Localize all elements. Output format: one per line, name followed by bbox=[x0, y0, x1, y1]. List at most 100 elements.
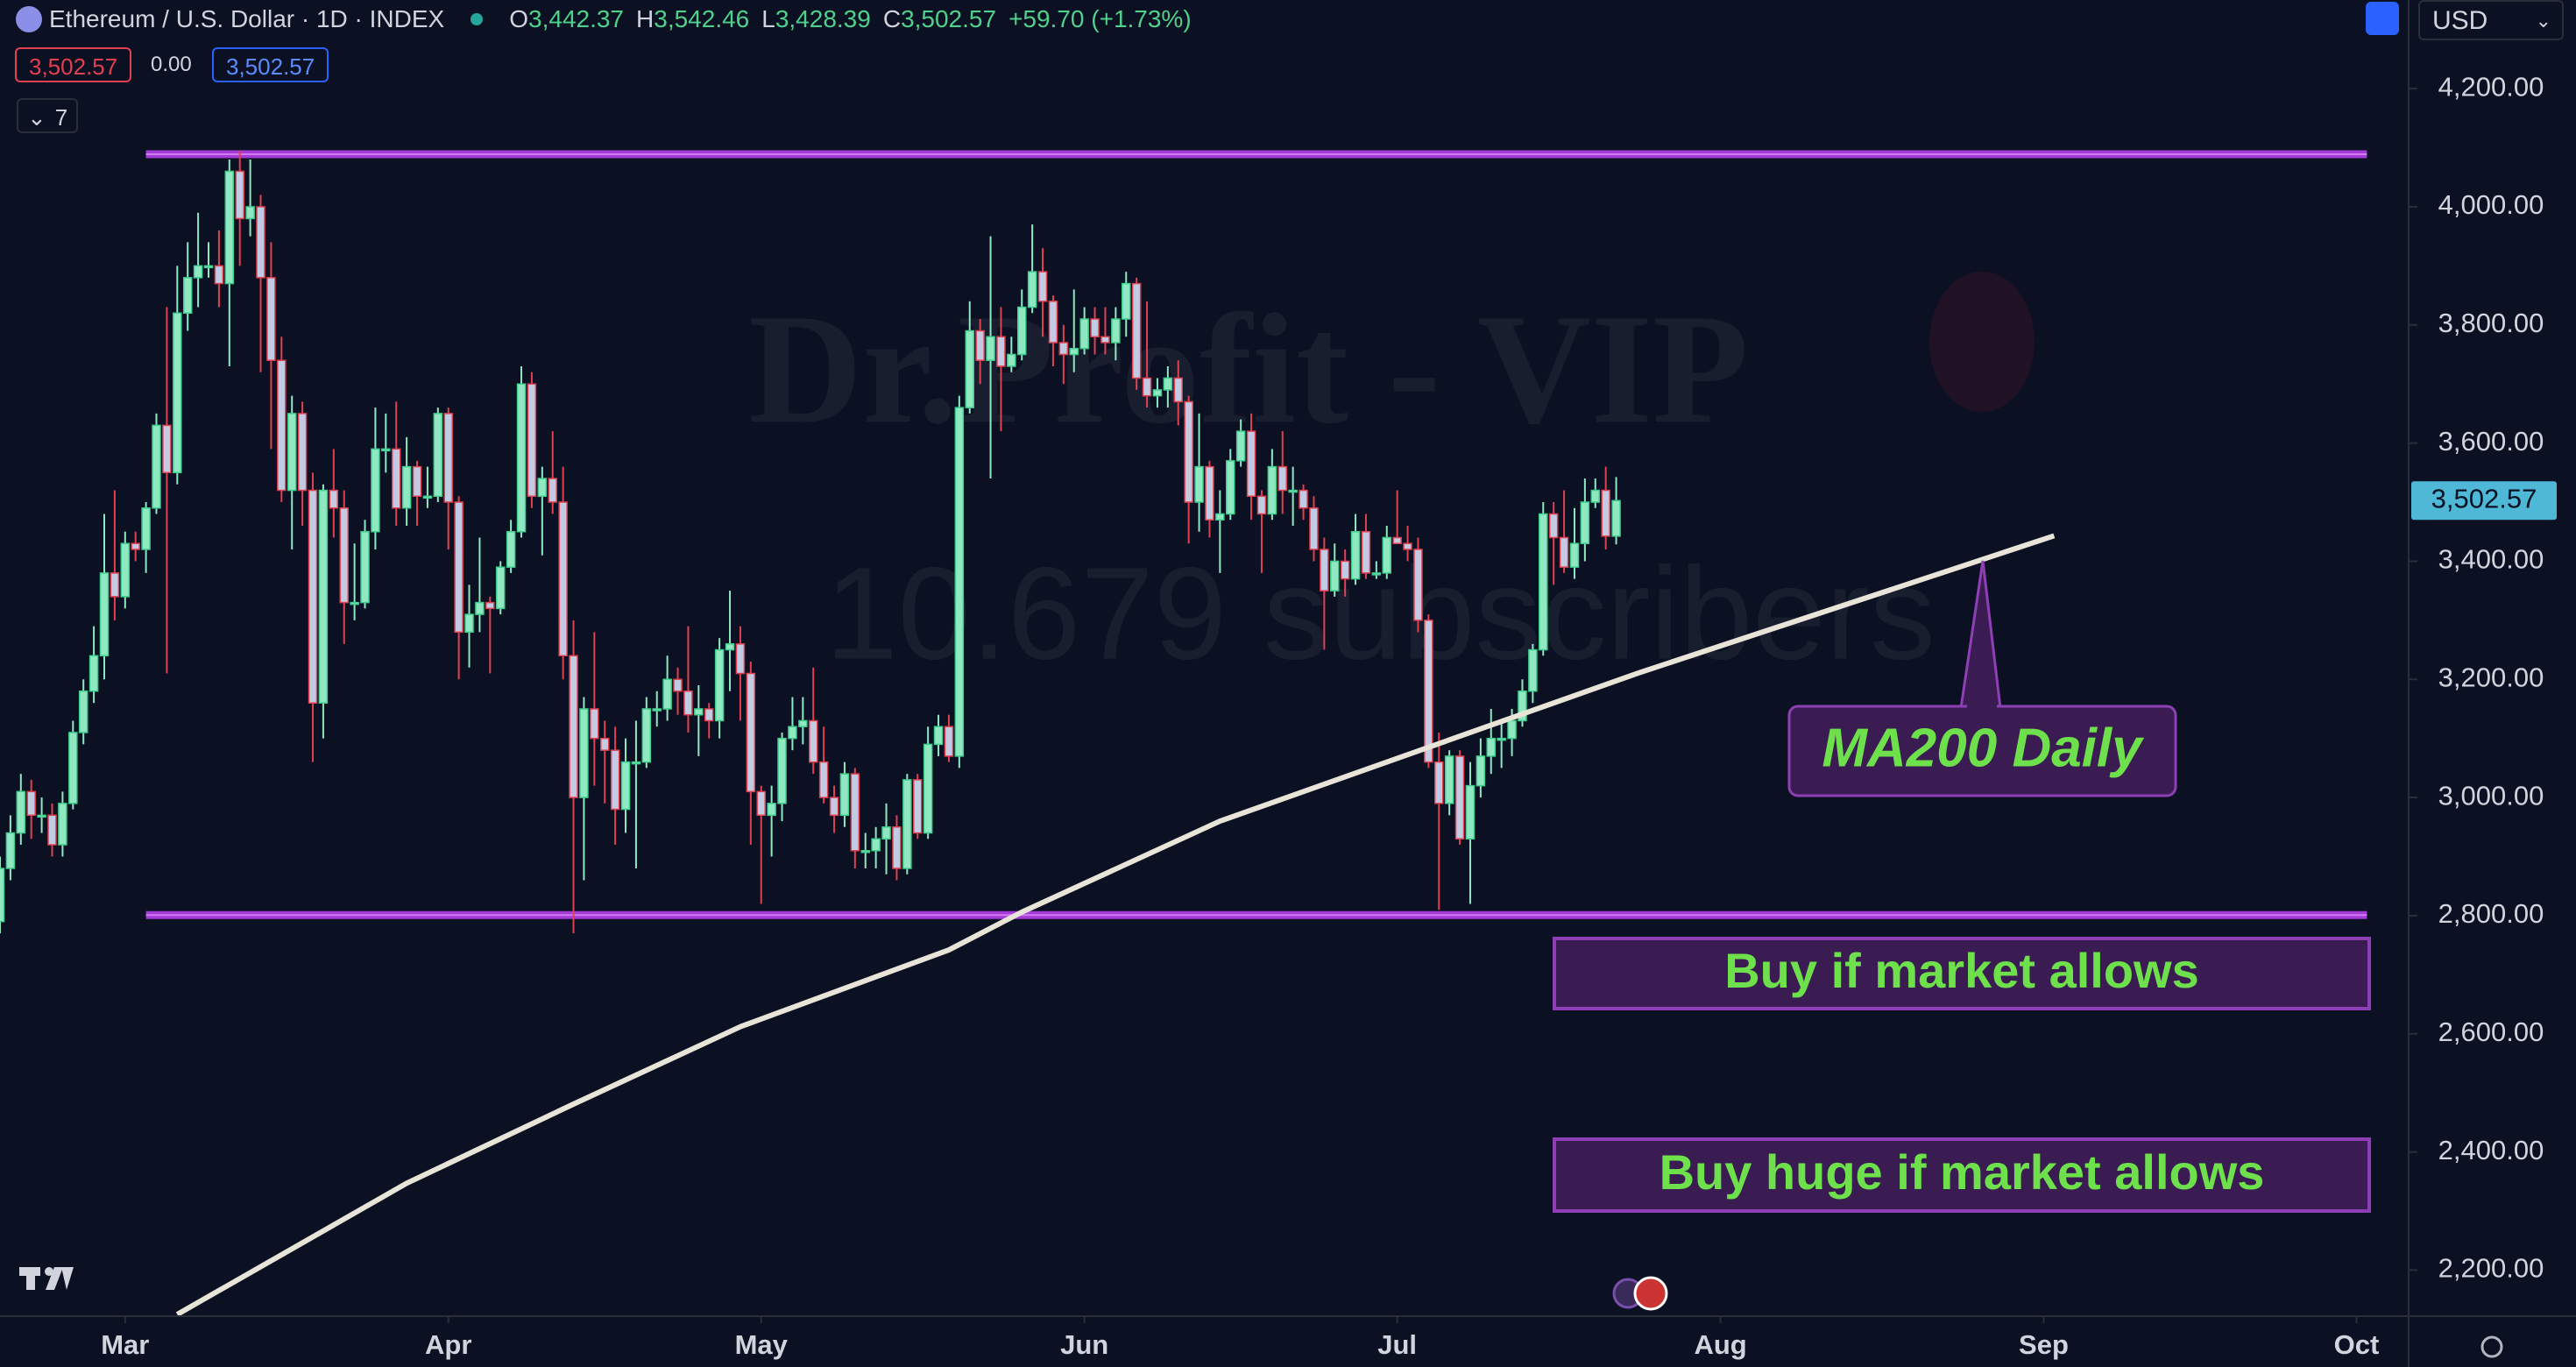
candle-body bbox=[1465, 784, 1476, 840]
candle-body bbox=[329, 489, 339, 509]
rose-icon bbox=[1929, 272, 2035, 412]
candle-body bbox=[47, 814, 57, 846]
x-tick-label: Aug bbox=[1694, 1329, 1746, 1360]
candle-body bbox=[1256, 495, 1267, 515]
candle-body bbox=[1173, 377, 1183, 403]
candle-body bbox=[141, 507, 151, 550]
spread: 0.00 bbox=[151, 53, 192, 76]
candle-body bbox=[996, 336, 1006, 367]
candle-body bbox=[1069, 347, 1079, 356]
candle-body bbox=[1320, 549, 1329, 591]
x-tick-label: Jul bbox=[1377, 1329, 1417, 1360]
candle-body bbox=[350, 601, 359, 606]
candle-body bbox=[818, 761, 829, 798]
candle-body bbox=[1215, 513, 1225, 521]
candle-body bbox=[1016, 306, 1027, 356]
candle-body bbox=[182, 277, 193, 315]
candle-body bbox=[839, 773, 850, 817]
candle-body bbox=[912, 779, 923, 834]
candle-body bbox=[704, 708, 714, 722]
candle-body bbox=[1569, 542, 1580, 568]
watermark-subtitle: 10.679 subscribers bbox=[824, 540, 1935, 687]
candle-body bbox=[203, 265, 214, 269]
ohlc-value: 3,502.57 bbox=[901, 5, 997, 32]
sell-price[interactable]: 3,502.57 bbox=[15, 47, 132, 82]
candle-body bbox=[725, 643, 735, 651]
candle-body bbox=[798, 719, 808, 727]
candle-body bbox=[777, 737, 787, 804]
candle-body bbox=[892, 826, 902, 869]
candle-body bbox=[1559, 536, 1569, 568]
ohlc-value: 3,428.39 bbox=[775, 5, 871, 32]
candle-body bbox=[131, 542, 140, 550]
tv-logo bbox=[19, 1267, 74, 1290]
candle-body bbox=[1350, 530, 1361, 580]
candle-body bbox=[443, 413, 453, 503]
candle-body bbox=[881, 826, 891, 840]
candle-body bbox=[287, 413, 297, 492]
callout-join bbox=[1967, 701, 1997, 710]
candle-body bbox=[37, 814, 46, 818]
ohlc-label: O bbox=[509, 5, 529, 32]
candle-body bbox=[944, 726, 954, 757]
candle-body bbox=[610, 749, 620, 811]
note-box bbox=[1553, 1137, 2371, 1213]
candle-body bbox=[88, 655, 99, 692]
buy-price[interactable]: 3,502.57 bbox=[212, 47, 329, 82]
candle-body bbox=[454, 501, 464, 634]
candle-body bbox=[277, 359, 287, 492]
candle-body bbox=[485, 601, 495, 610]
y-tick-label: 4,000.00 bbox=[2438, 189, 2544, 220]
x-tick-label: May bbox=[735, 1329, 789, 1360]
candle-body bbox=[954, 407, 965, 757]
candle-body bbox=[1007, 353, 1016, 367]
candle-body bbox=[193, 265, 203, 279]
settings-button[interactable] bbox=[2480, 1335, 2503, 1358]
candle-body bbox=[99, 572, 110, 657]
candle-body bbox=[1392, 536, 1402, 544]
note-text: Buy huge if market allows bbox=[1660, 1144, 2265, 1200]
candle-body bbox=[78, 691, 88, 733]
candle-body bbox=[683, 691, 693, 716]
candle-body bbox=[548, 478, 557, 503]
candle-body bbox=[1152, 389, 1163, 397]
ohlc-value: 3,442.37 bbox=[528, 5, 625, 32]
y-tick-label: 2,800.00 bbox=[2438, 898, 2544, 929]
candle-body bbox=[537, 478, 548, 498]
candle-body bbox=[788, 726, 797, 740]
candle-body bbox=[391, 448, 401, 509]
candle-body bbox=[1267, 465, 1277, 515]
candle-body bbox=[120, 542, 131, 598]
candle-body bbox=[433, 413, 443, 498]
candle-body bbox=[986, 336, 995, 361]
event-icon[interactable] bbox=[1633, 1276, 1668, 1311]
candle-body bbox=[401, 465, 412, 509]
x-tick-label: Sep bbox=[2019, 1329, 2069, 1360]
candle-body bbox=[1090, 318, 1100, 338]
currency-select[interactable]: USD ⌄ bbox=[2418, 0, 2564, 40]
candle-body bbox=[1299, 489, 1308, 509]
candle-body bbox=[1226, 460, 1235, 515]
candle-body bbox=[318, 489, 329, 704]
candle-body bbox=[569, 655, 578, 798]
candle-body bbox=[1205, 465, 1214, 521]
candle-body bbox=[506, 530, 516, 568]
candle-body bbox=[0, 868, 5, 923]
last-price-tag bbox=[2411, 481, 2557, 521]
watermark-title: Dr.Profit - VIP bbox=[748, 281, 1749, 456]
candle-body bbox=[1277, 465, 1288, 492]
candle-body bbox=[673, 678, 683, 692]
candle-body bbox=[746, 672, 756, 793]
candle-body bbox=[297, 413, 308, 492]
candle-body bbox=[1539, 513, 1548, 651]
candle-body bbox=[1288, 489, 1298, 493]
watermark: Dr.Profit - VIP 10.679 subscribers bbox=[748, 272, 2035, 687]
ma-line bbox=[175, 533, 2056, 1316]
chevron: ⌄ bbox=[27, 104, 46, 131]
candle-body bbox=[714, 648, 725, 722]
y-tick-label: 3,200.00 bbox=[2438, 662, 2544, 692]
indicators-toggle[interactable]: ⌄ 7 bbox=[17, 98, 79, 133]
candle-body bbox=[767, 803, 776, 817]
layout-button[interactable] bbox=[2366, 2, 2399, 35]
candle-body bbox=[1163, 377, 1173, 391]
